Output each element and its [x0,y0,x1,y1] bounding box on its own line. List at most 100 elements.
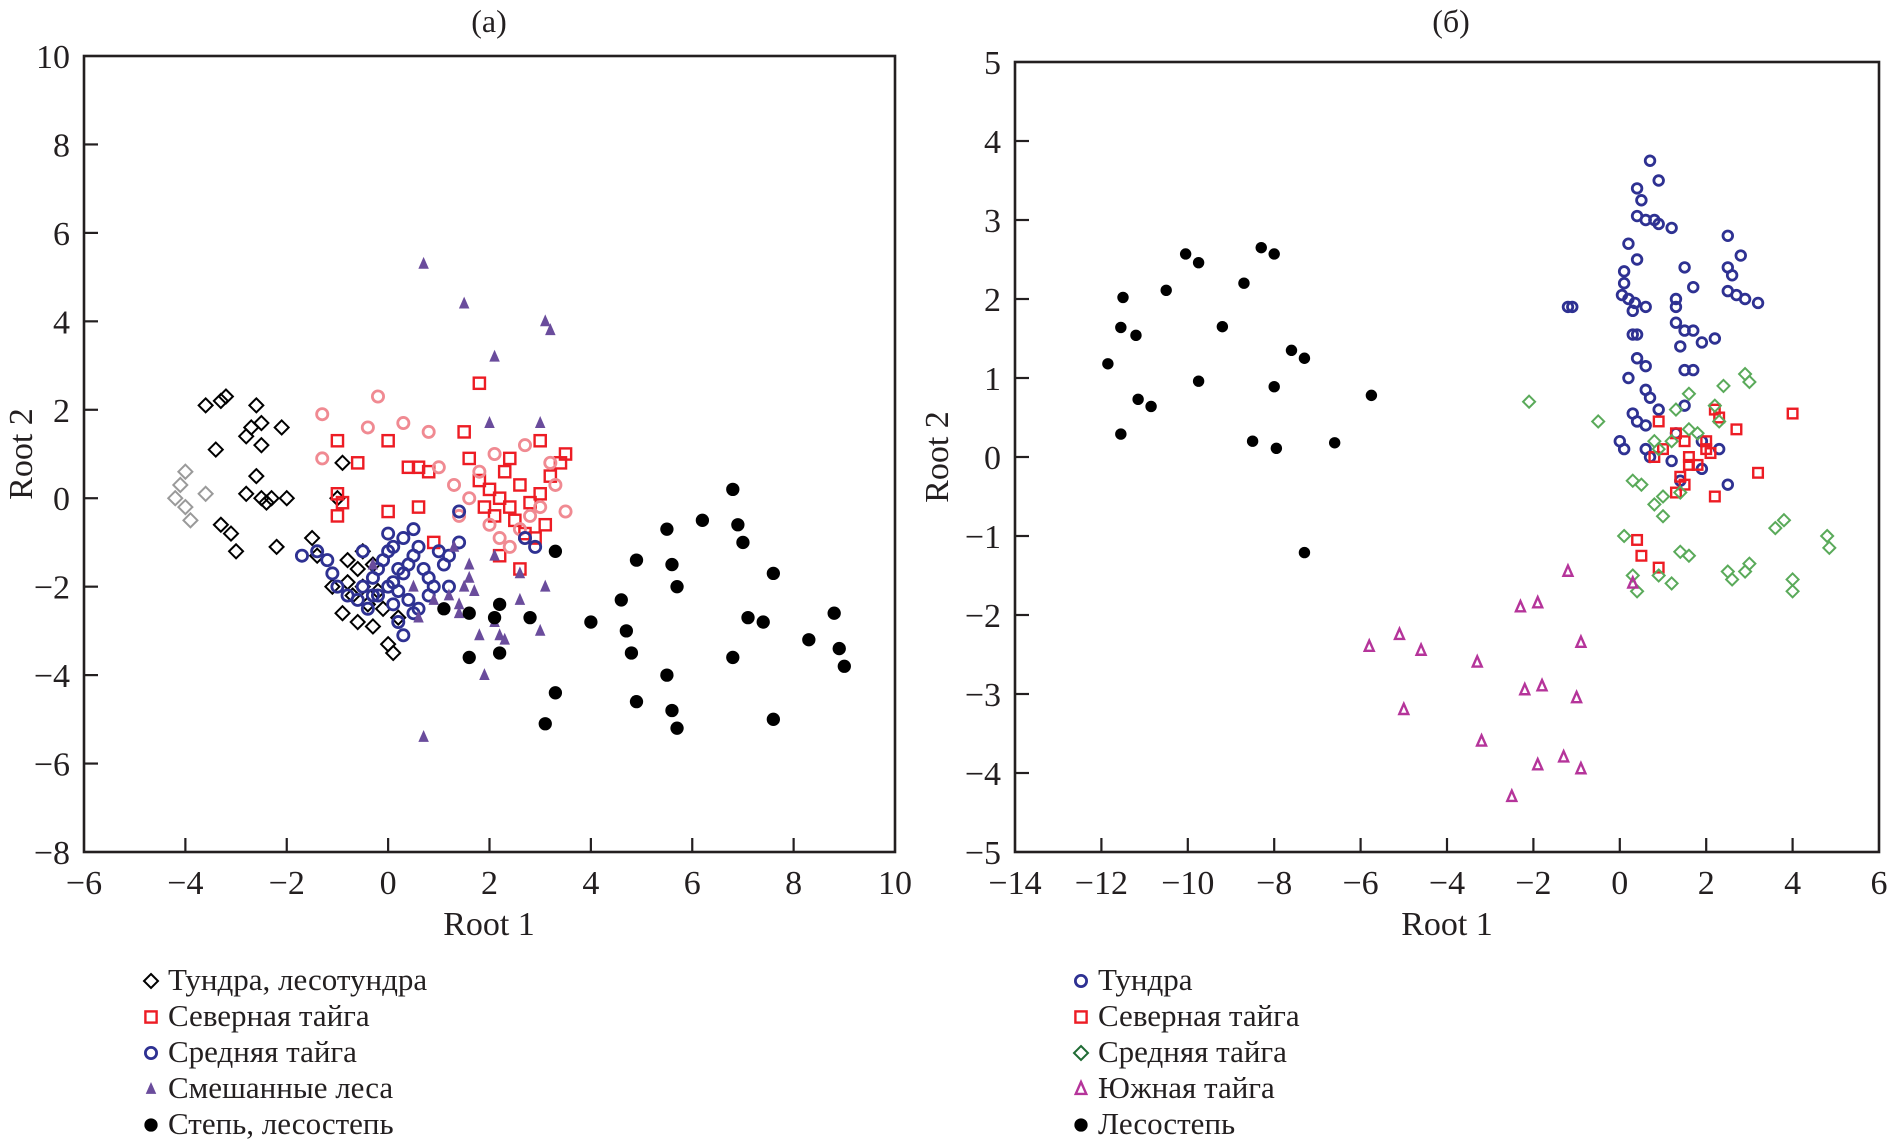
data-point [339,551,356,569]
data-point [1734,249,1747,262]
y-tick-label: 4 [53,304,70,341]
data-point [458,579,470,592]
data-point [418,730,429,742]
legend-label: Южная тайга [1098,1070,1275,1105]
data-point [350,456,365,470]
x-tick-label: −10 [1161,865,1214,902]
y-tick-label: 5 [984,45,1001,82]
data-point [1639,419,1652,432]
data-point [452,508,467,523]
data-point [453,606,465,619]
legend-label: Северная тайга [1098,998,1300,1033]
data-point [1631,533,1644,546]
data-point [533,487,547,501]
data-point [1776,512,1792,528]
data-point [1674,340,1687,353]
circle-filled-icon [140,1113,162,1135]
legend-marker-shape [1072,1044,1090,1062]
data-point [1630,328,1644,341]
data-point [1738,292,1752,306]
data-point [619,624,634,638]
data-point [207,441,225,458]
data-point [1695,336,1709,349]
data-point [1664,575,1680,591]
data-point [349,613,367,631]
data-point [528,539,543,554]
data-point [1626,304,1639,318]
y-tick-label: 10 [36,39,70,76]
legend-item: Смешанные леса [140,1070,427,1106]
data-point [545,323,556,336]
legend-item: Степь, лесостепь [140,1106,427,1142]
data-point [670,721,684,735]
data-point [1192,375,1205,387]
square-open-icon [140,1005,162,1027]
data-point [384,644,402,662]
data-point [294,548,309,563]
data-point [1625,473,1641,489]
data-point [1721,229,1735,243]
data-point [334,604,351,622]
data-point [386,539,401,554]
data-point [401,592,416,607]
data-point [1561,300,1575,314]
x-tick-label: −6 [66,865,102,902]
data-point [1566,300,1579,314]
y-tick-label: 8 [53,127,70,164]
data-point [166,489,184,507]
data-point [472,473,487,488]
data-point [1669,427,1682,440]
series-4 [315,389,573,554]
data-point [1475,732,1488,747]
data-point [832,641,846,656]
data-point [458,296,470,309]
data-point [1298,352,1311,364]
data-point [513,478,527,492]
data-point [1725,269,1739,282]
series-1 [197,388,407,662]
data-point [1672,485,1688,500]
data-point [349,560,367,578]
data-point [1115,428,1127,440]
data-point [1160,284,1172,297]
data-point [1630,182,1644,195]
data-point [1531,756,1545,771]
data-point [1117,291,1129,304]
data-point [1767,520,1783,536]
data-point [1741,374,1757,390]
data-point [411,500,426,514]
diamond-open-icon [140,969,162,991]
legend-label: Северная тайга [168,998,370,1033]
data-point [629,694,644,709]
y-tick-label: −2 [34,570,70,607]
data-point [1819,528,1835,544]
data-point [1393,625,1406,641]
data-point [1179,248,1192,260]
data-point [1665,221,1678,235]
data-point [1531,594,1545,609]
panel-b-legend: Тундра Северная тайга Средняя тайга Южная т… [1070,962,1300,1142]
data-point [355,544,370,559]
data-point [406,522,421,537]
legend-label: Средняя тайга [1098,1034,1287,1069]
data-point [1633,477,1649,493]
data-point [1678,261,1691,274]
data-point [670,580,684,594]
x-tick-label: −4 [1429,865,1465,902]
data-point [533,433,547,448]
x-tick-label: 0 [380,865,397,902]
data-point [665,703,679,718]
data-point [389,609,407,627]
data-point [514,592,526,605]
data-point [1664,433,1680,449]
data-point [1652,217,1665,231]
data-point [1785,572,1801,587]
data-point [1639,359,1652,373]
data-point [1665,454,1678,468]
data-point [741,610,755,625]
data-point [1570,688,1583,704]
data-point [482,517,497,532]
x-tick-label: 2 [481,865,498,902]
data-point [1707,398,1723,414]
data-point [502,500,517,514]
